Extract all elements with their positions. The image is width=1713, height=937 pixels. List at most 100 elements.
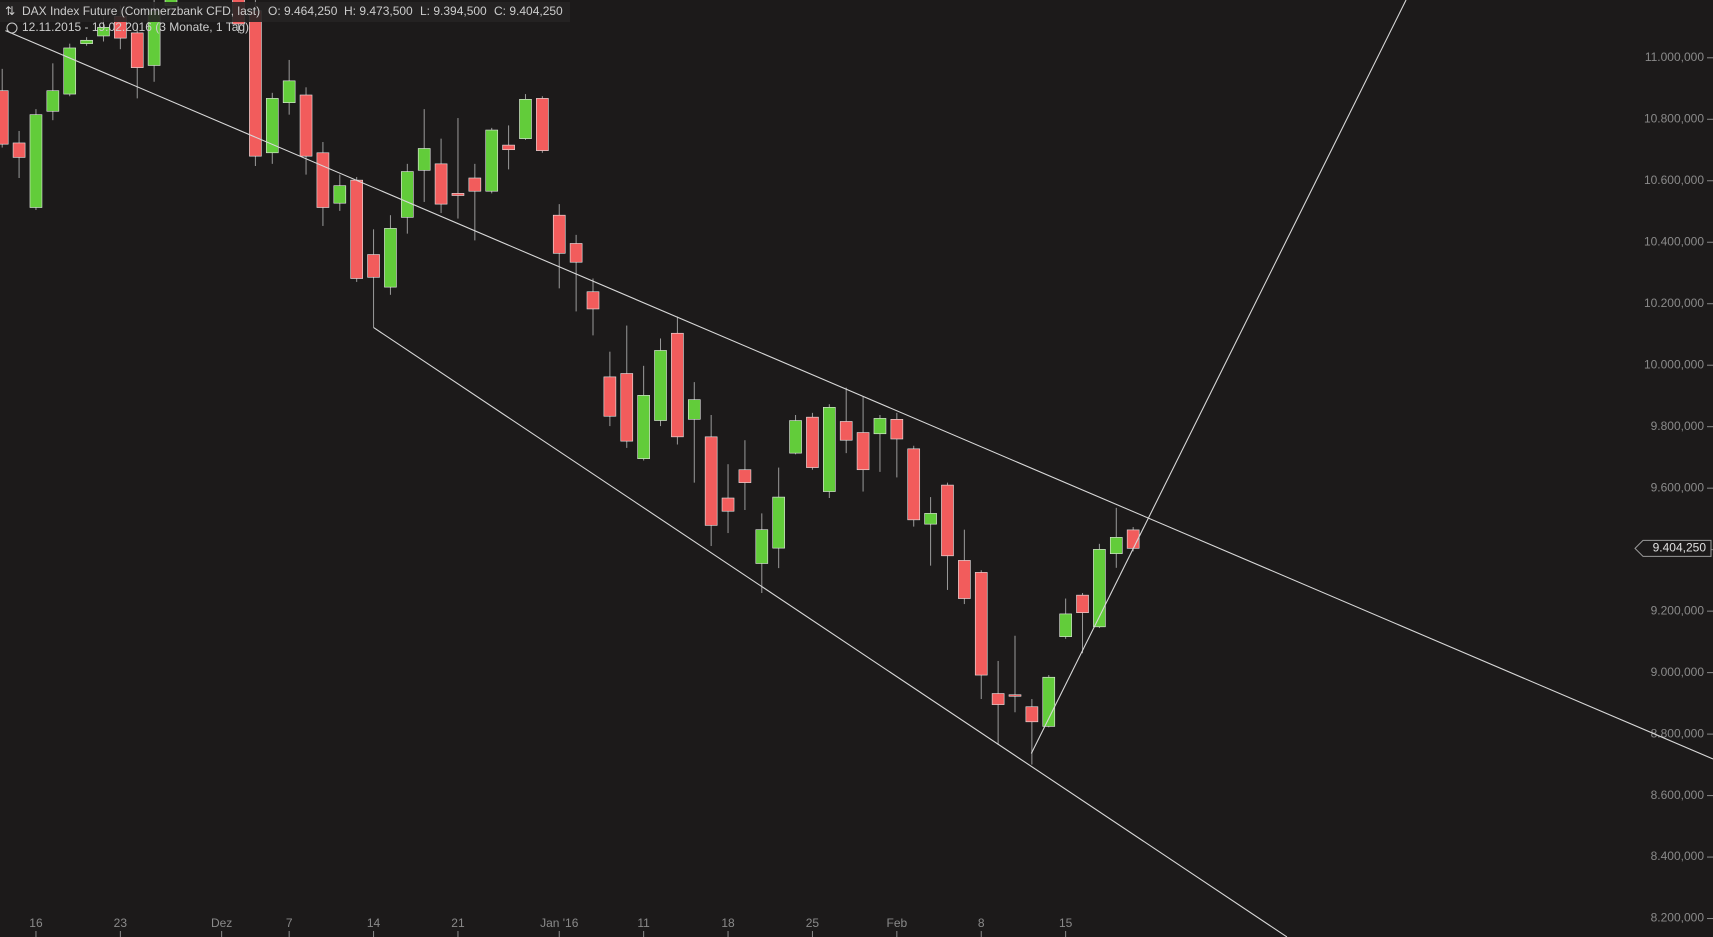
candle-body xyxy=(687,399,701,420)
y-tick-label: 11.000,000 xyxy=(1645,50,1704,64)
x-tick-label: 21 xyxy=(451,916,465,930)
x-tick-label: 11 xyxy=(637,916,650,930)
candle-body xyxy=(451,193,465,196)
candle-body xyxy=(924,513,937,525)
y-tick-label: 8.800,000 xyxy=(1651,726,1705,740)
candle-body xyxy=(97,27,110,37)
x-tick-label: 16 xyxy=(29,916,43,930)
candle-body xyxy=(299,94,313,157)
x-tick-label: Jan '16 xyxy=(540,916,579,930)
candle-body xyxy=(671,332,684,438)
candle-body xyxy=(468,177,482,192)
y-tick-label: 10.200,000 xyxy=(1644,296,1704,310)
candle-body xyxy=(958,560,971,599)
candle-body xyxy=(991,693,1005,705)
candle-body xyxy=(12,142,26,158)
y-tick-label: 8.600,000 xyxy=(1651,788,1705,802)
candle-body xyxy=(586,291,600,310)
x-tick-label: 14 xyxy=(367,916,381,930)
candle-body xyxy=(434,163,448,205)
x-tick-label: 25 xyxy=(806,916,820,930)
x-tick-label: 8 xyxy=(978,916,985,930)
y-tick-label: 10.600,000 xyxy=(1644,173,1704,187)
y-tick-label: 9.000,000 xyxy=(1651,665,1705,679)
y-tick-label: 8.400,000 xyxy=(1651,849,1705,863)
clock-icon xyxy=(6,22,18,34)
candle-body xyxy=(823,407,836,492)
candle-body xyxy=(249,10,262,157)
candle-body xyxy=(1025,706,1039,723)
x-tick-label: 7 xyxy=(286,916,293,930)
header-title: DAX Index Future (Commerzbank CFD, last) xyxy=(22,4,260,18)
header-icon: ⇅ xyxy=(5,4,15,18)
candle-body xyxy=(0,90,9,145)
candle-body xyxy=(941,484,954,557)
y-tick-label: 9.800,000 xyxy=(1651,419,1705,433)
candle-body xyxy=(485,129,499,192)
candle-body xyxy=(839,421,853,441)
candle-body xyxy=(704,436,718,526)
header-high: H: 9.473,500 xyxy=(344,4,413,18)
candle-body xyxy=(569,243,583,263)
candle-body xyxy=(401,171,414,218)
candle-body xyxy=(536,98,549,151)
candle-body xyxy=(1093,549,1106,628)
trend-line xyxy=(1030,0,1407,754)
trend-lines xyxy=(5,0,1713,937)
candle-body xyxy=(282,80,296,103)
candle-body xyxy=(384,228,397,288)
candle-body xyxy=(721,497,735,512)
trend-line xyxy=(373,327,1288,937)
x-tick-label: 15 xyxy=(1059,916,1073,930)
candle-body xyxy=(603,376,617,417)
candle-body xyxy=(1008,694,1022,697)
candle-body xyxy=(907,448,921,521)
x-tick-label: Dez xyxy=(211,916,232,930)
candle-body xyxy=(620,373,634,442)
candle-body xyxy=(1059,613,1072,637)
candle-body xyxy=(856,432,870,471)
x-tick-label: 18 xyxy=(721,916,735,930)
y-tick-label: 9.200,000 xyxy=(1651,603,1705,617)
header-close: C: 9.404,250 xyxy=(494,4,563,18)
trend-line xyxy=(5,30,1713,760)
candle-body xyxy=(350,179,363,279)
y-tick-label: 9.600,000 xyxy=(1651,480,1705,494)
y-tick-label: 8.200,000 xyxy=(1651,911,1705,925)
last-price-box xyxy=(1634,539,1712,557)
candle-body xyxy=(417,148,431,171)
candle-body xyxy=(316,152,330,208)
candle-body xyxy=(654,350,667,421)
candle-body xyxy=(502,144,515,151)
candle-body xyxy=(552,214,566,254)
y-tick-label: 10.000,000 xyxy=(1644,357,1704,371)
candle-body xyxy=(63,47,77,95)
y-tick-label: 10.400,000 xyxy=(1644,234,1704,248)
candle-body xyxy=(755,529,769,564)
y-tick-label: 10.800,000 xyxy=(1644,111,1704,125)
candle-body xyxy=(367,254,380,278)
candle-body xyxy=(789,420,802,454)
candle-body xyxy=(29,114,43,208)
candle-body xyxy=(890,419,904,440)
candle-body xyxy=(1109,537,1123,554)
candle-body xyxy=(333,185,347,204)
header-open: O: 9.464,250 xyxy=(268,4,338,18)
header-bg xyxy=(0,2,570,22)
candle-body xyxy=(873,418,887,435)
x-tick-label: 23 xyxy=(114,916,128,930)
header-low: L: 9.394,500 xyxy=(420,4,487,18)
candle-body xyxy=(1042,676,1056,727)
header-range: 12.11.2015 - 19.02.2016 (3 Monate, 1 Tag… xyxy=(22,20,249,34)
candle-body xyxy=(806,416,819,468)
candle-body xyxy=(265,98,279,154)
candle-body xyxy=(1076,594,1089,613)
candle-body xyxy=(738,469,752,483)
x-tick-label: Feb xyxy=(886,916,907,930)
candle-body xyxy=(974,572,988,676)
candle-body xyxy=(519,98,532,139)
